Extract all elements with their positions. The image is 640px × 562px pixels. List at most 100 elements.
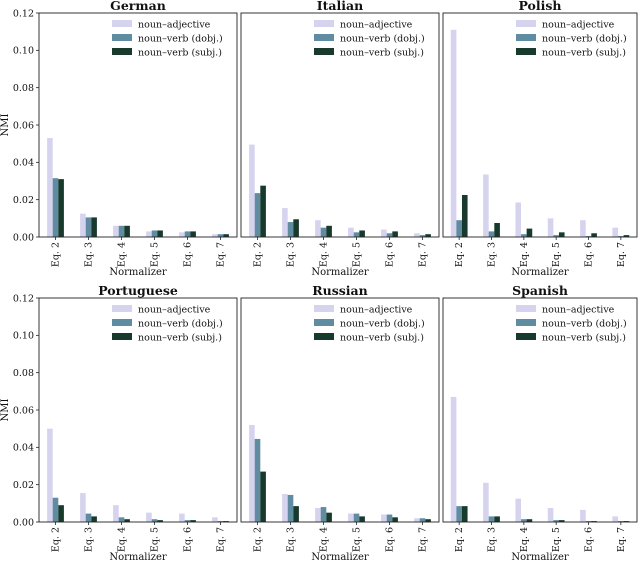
x-tick-label: Eq. 2	[253, 242, 264, 267]
legend-label: noun–verb (dobj.)	[542, 34, 627, 45]
x-tick-label: Eq. 3	[84, 242, 95, 267]
axes-frame	[240, 297, 440, 523]
bar	[419, 518, 426, 522]
bar	[348, 227, 354, 237]
bar	[425, 234, 431, 237]
legend-swatch	[314, 20, 334, 27]
bar	[547, 508, 554, 522]
y-tick-label: 0.10	[13, 46, 34, 57]
bar	[359, 516, 365, 522]
legend-label: noun–verb (subj.)	[542, 333, 626, 344]
bar	[212, 234, 218, 237]
bar	[315, 220, 321, 237]
x-tick-label: Eq. 4	[519, 242, 530, 267]
bar	[249, 144, 255, 237]
bar	[359, 230, 365, 237]
bar	[558, 520, 565, 522]
x-tick-label: Eq. 6	[183, 242, 194, 267]
bar	[425, 519, 431, 522]
legend-label: noun–verb (dobj.)	[138, 34, 223, 45]
x-tick-label: Eq. 5	[551, 242, 562, 267]
bar	[80, 213, 86, 237]
y-tick-label: 0.00	[13, 517, 34, 528]
panel-italian: Italian Eq. 2 Eq. 3 Eq. 4 Eq. 5 Eq. 6 Eq. 7 Nor…	[240, 0, 440, 278]
y-tick-label: 0.04	[13, 443, 34, 454]
y-tick-label: 0.08	[13, 368, 34, 379]
x-tick-label: Eq. 6	[183, 527, 194, 552]
legend-swatch	[314, 48, 334, 55]
panel-portuguese: Portuguese Eq. 2 Eq. 3 Eq. 4 Eq. 5 Eq. 6 Eq. 7…	[0, 283, 238, 562]
legend-label: noun–adjective	[340, 20, 413, 31]
bar	[52, 178, 59, 237]
y-tick-label: 0.06	[13, 405, 34, 416]
bar	[353, 513, 360, 522]
bar	[157, 520, 163, 522]
bar	[623, 521, 630, 522]
x-tick-label: Eq. 7	[616, 527, 627, 552]
x-tick-label: Eq. 3	[487, 527, 498, 552]
bar	[612, 227, 619, 237]
bar	[585, 236, 592, 237]
y-tick-label: 0.10	[13, 331, 34, 342]
bar	[494, 223, 500, 237]
bar	[494, 516, 500, 522]
bar	[190, 231, 196, 237]
bar	[591, 233, 597, 237]
x-tick-label: Eq. 5	[551, 527, 562, 552]
bar	[47, 138, 53, 237]
bar	[526, 228, 533, 237]
bar	[184, 231, 191, 237]
x-axis-label: Normalizer	[311, 267, 369, 278]
panel-spanish: Spanish Eq. 2 Eq. 3 Eq. 4 Eq. 5 Eq. 6 Eq. 7 Nor…	[442, 283, 638, 562]
legend-label: noun–verb (subj.)	[340, 48, 424, 59]
bar	[113, 505, 119, 522]
legend-label: noun–adjective	[138, 20, 211, 31]
x-tick-label: Eq. 2	[253, 527, 264, 552]
bar	[461, 195, 468, 237]
bar	[151, 519, 158, 522]
bar	[52, 497, 59, 522]
bar	[414, 233, 420, 237]
bar	[547, 218, 554, 237]
bar	[146, 512, 152, 522]
bar	[521, 519, 527, 522]
legend-swatch	[516, 333, 536, 340]
bar	[179, 513, 185, 522]
x-tick-label: Eq. 5	[352, 242, 363, 267]
bar	[381, 514, 387, 522]
bar	[58, 179, 64, 237]
bar	[553, 520, 559, 522]
legend-label: noun–adjective	[340, 305, 413, 316]
legend-label: noun–adjective	[138, 305, 211, 316]
bar	[47, 428, 53, 522]
y-tick-label: 0.04	[13, 158, 34, 169]
bar	[326, 225, 332, 237]
bar	[118, 225, 125, 237]
bar	[419, 235, 426, 237]
bar	[521, 234, 527, 237]
bar	[287, 494, 294, 522]
x-axis-label: Normalizer	[109, 267, 167, 278]
x-tick-label: Eq. 6	[584, 527, 595, 552]
bar	[483, 174, 489, 237]
legend-swatch	[112, 34, 132, 41]
x-axis-label: Normalizer	[511, 267, 569, 278]
legend-swatch	[516, 319, 536, 326]
legend-swatch	[314, 333, 334, 340]
bar	[320, 227, 327, 237]
panel-polish: Polish Eq. 2 Eq. 3 Eq. 4 Eq. 5 Eq. 6 Eq. 7 Norm…	[442, 0, 638, 278]
x-tick-label: Eq. 4	[117, 527, 128, 552]
legend-label: noun–verb (subj.)	[340, 333, 424, 344]
y-axis-label: NMI	[0, 113, 11, 136]
x-tick-label: Eq. 4	[319, 527, 330, 552]
x-tick-label: Eq. 3	[487, 242, 498, 267]
x-tick-label: Eq. 6	[584, 242, 595, 267]
bar	[85, 513, 92, 522]
bar	[488, 516, 495, 522]
bar	[124, 225, 130, 237]
panel-title: Russian	[312, 283, 368, 298]
bar	[254, 193, 261, 237]
x-tick-label: Eq. 2	[51, 527, 62, 552]
bar	[386, 233, 393, 237]
